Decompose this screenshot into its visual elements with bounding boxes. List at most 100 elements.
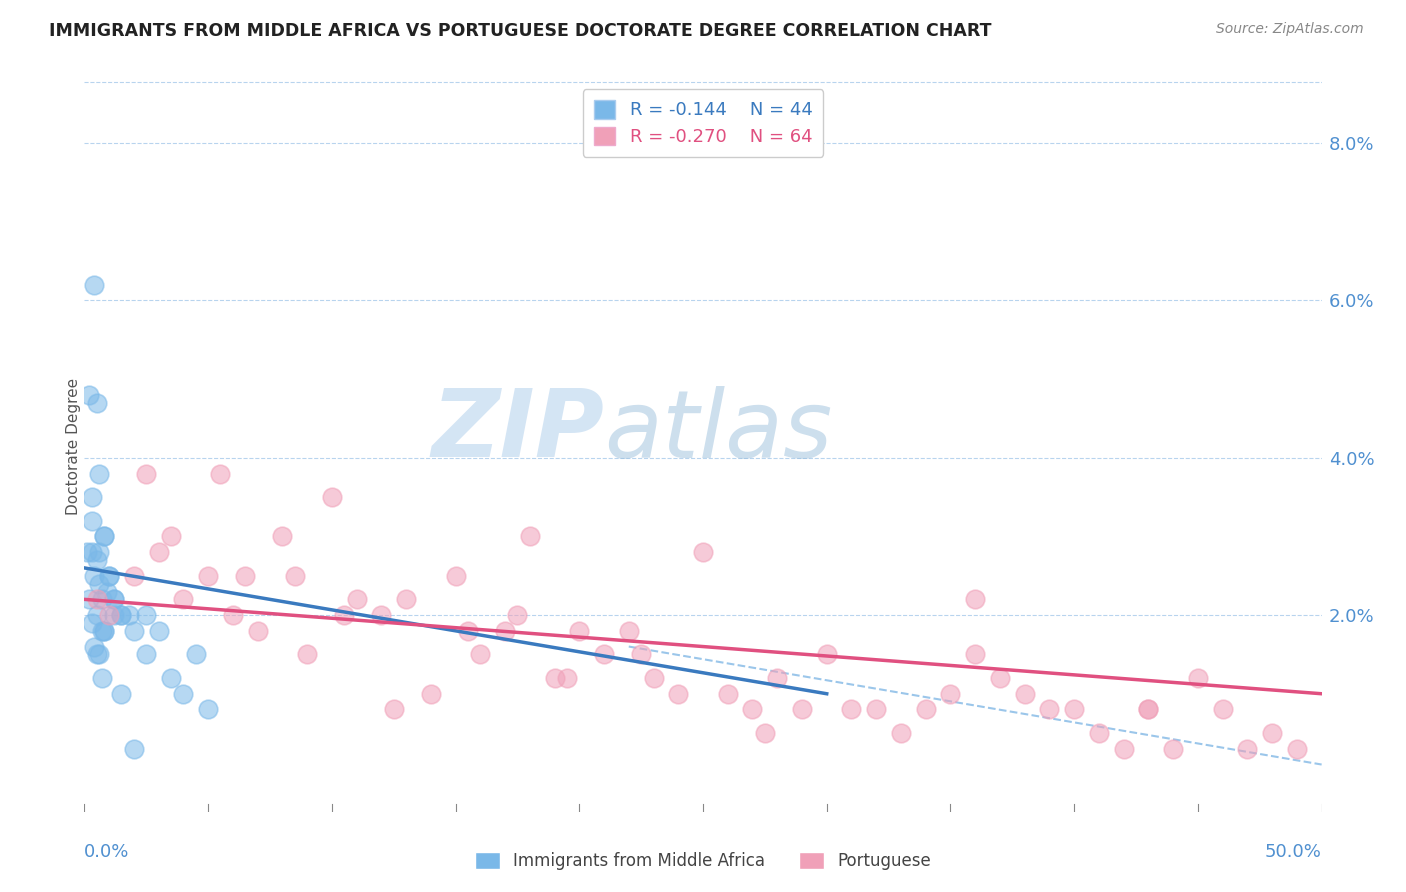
Point [79,592,101,607]
Point [643,671,665,685]
Point [197,702,219,716]
Point [96,584,118,599]
Point [160,529,183,543]
Point [444,568,467,582]
Point [939,687,962,701]
Point [122,568,145,582]
Y-axis label: Doctorate Degree: Doctorate Degree [66,377,80,515]
Point [321,490,343,504]
Point [93,529,115,543]
Point [172,687,194,701]
Point [593,648,616,662]
Point [457,624,479,638]
Point [98,568,121,582]
Point [209,467,232,481]
Point [1187,671,1209,685]
Point [148,545,170,559]
Point [1014,687,1036,701]
Text: 0.0%: 0.0% [84,843,129,861]
Point [93,529,115,543]
Point [630,648,652,662]
Point [86,592,108,607]
Point [135,648,157,662]
Point [271,529,294,543]
Point [741,702,763,716]
Point [1161,741,1184,756]
Point [568,624,591,638]
Point [89,545,111,559]
Point [754,726,776,740]
Point [1212,702,1234,716]
Point [470,648,492,662]
Point [965,592,987,607]
Point [506,608,529,623]
Text: IMMIGRANTS FROM MIDDLE AFRICA VS PORTUGUESE DOCTORATE DEGREE CORRELATION CHART: IMMIGRANTS FROM MIDDLE AFRICA VS PORTUGU… [49,22,991,40]
Point [333,608,356,623]
Point [89,648,111,662]
Point [103,608,125,623]
Point [841,702,863,716]
Text: atlas: atlas [605,386,832,477]
Point [790,702,813,716]
Point [172,592,194,607]
Point [79,388,101,402]
Point [1285,741,1308,756]
Point [110,608,132,623]
Point [148,624,170,638]
Point [914,702,936,716]
Point [519,529,541,543]
Point [83,640,105,654]
Point [160,671,183,685]
Point [86,648,108,662]
Point [1261,726,1284,740]
Point [135,467,157,481]
Point [86,553,108,567]
Point [965,648,987,662]
Point [295,648,318,662]
Point [135,608,157,623]
Point [1236,741,1258,756]
Point [184,648,207,662]
Point [988,671,1011,685]
Point [98,568,121,582]
Point [80,490,103,504]
Point [89,576,111,591]
Point [1088,726,1111,740]
Point [1063,702,1085,716]
Point [118,608,141,623]
Point [543,671,565,685]
Text: 50.0%: 50.0% [1265,843,1322,861]
Point [90,671,112,685]
Point [103,592,125,607]
Point [80,514,103,528]
Point [222,608,245,623]
Point [103,592,125,607]
Point [93,624,115,638]
Point [815,648,838,662]
Legend: Immigrants from Middle Africa, Portuguese: Immigrants from Middle Africa, Portugues… [468,845,938,877]
Point [1137,702,1160,716]
Point [90,592,112,607]
Point [76,545,98,559]
Point [766,671,789,685]
Point [370,608,392,623]
Point [98,608,121,623]
Point [86,396,108,410]
Point [692,545,714,559]
Point [86,608,108,623]
Point [89,467,111,481]
Point [1038,702,1060,716]
Point [122,624,145,638]
Point [122,741,145,756]
Point [110,608,132,623]
Point [90,624,112,638]
Point [717,687,740,701]
Point [93,624,115,638]
Point [80,545,103,559]
Point [83,277,105,292]
Point [1112,741,1135,756]
Point [346,592,368,607]
Point [666,687,689,701]
Point [494,624,516,638]
Point [284,568,307,582]
